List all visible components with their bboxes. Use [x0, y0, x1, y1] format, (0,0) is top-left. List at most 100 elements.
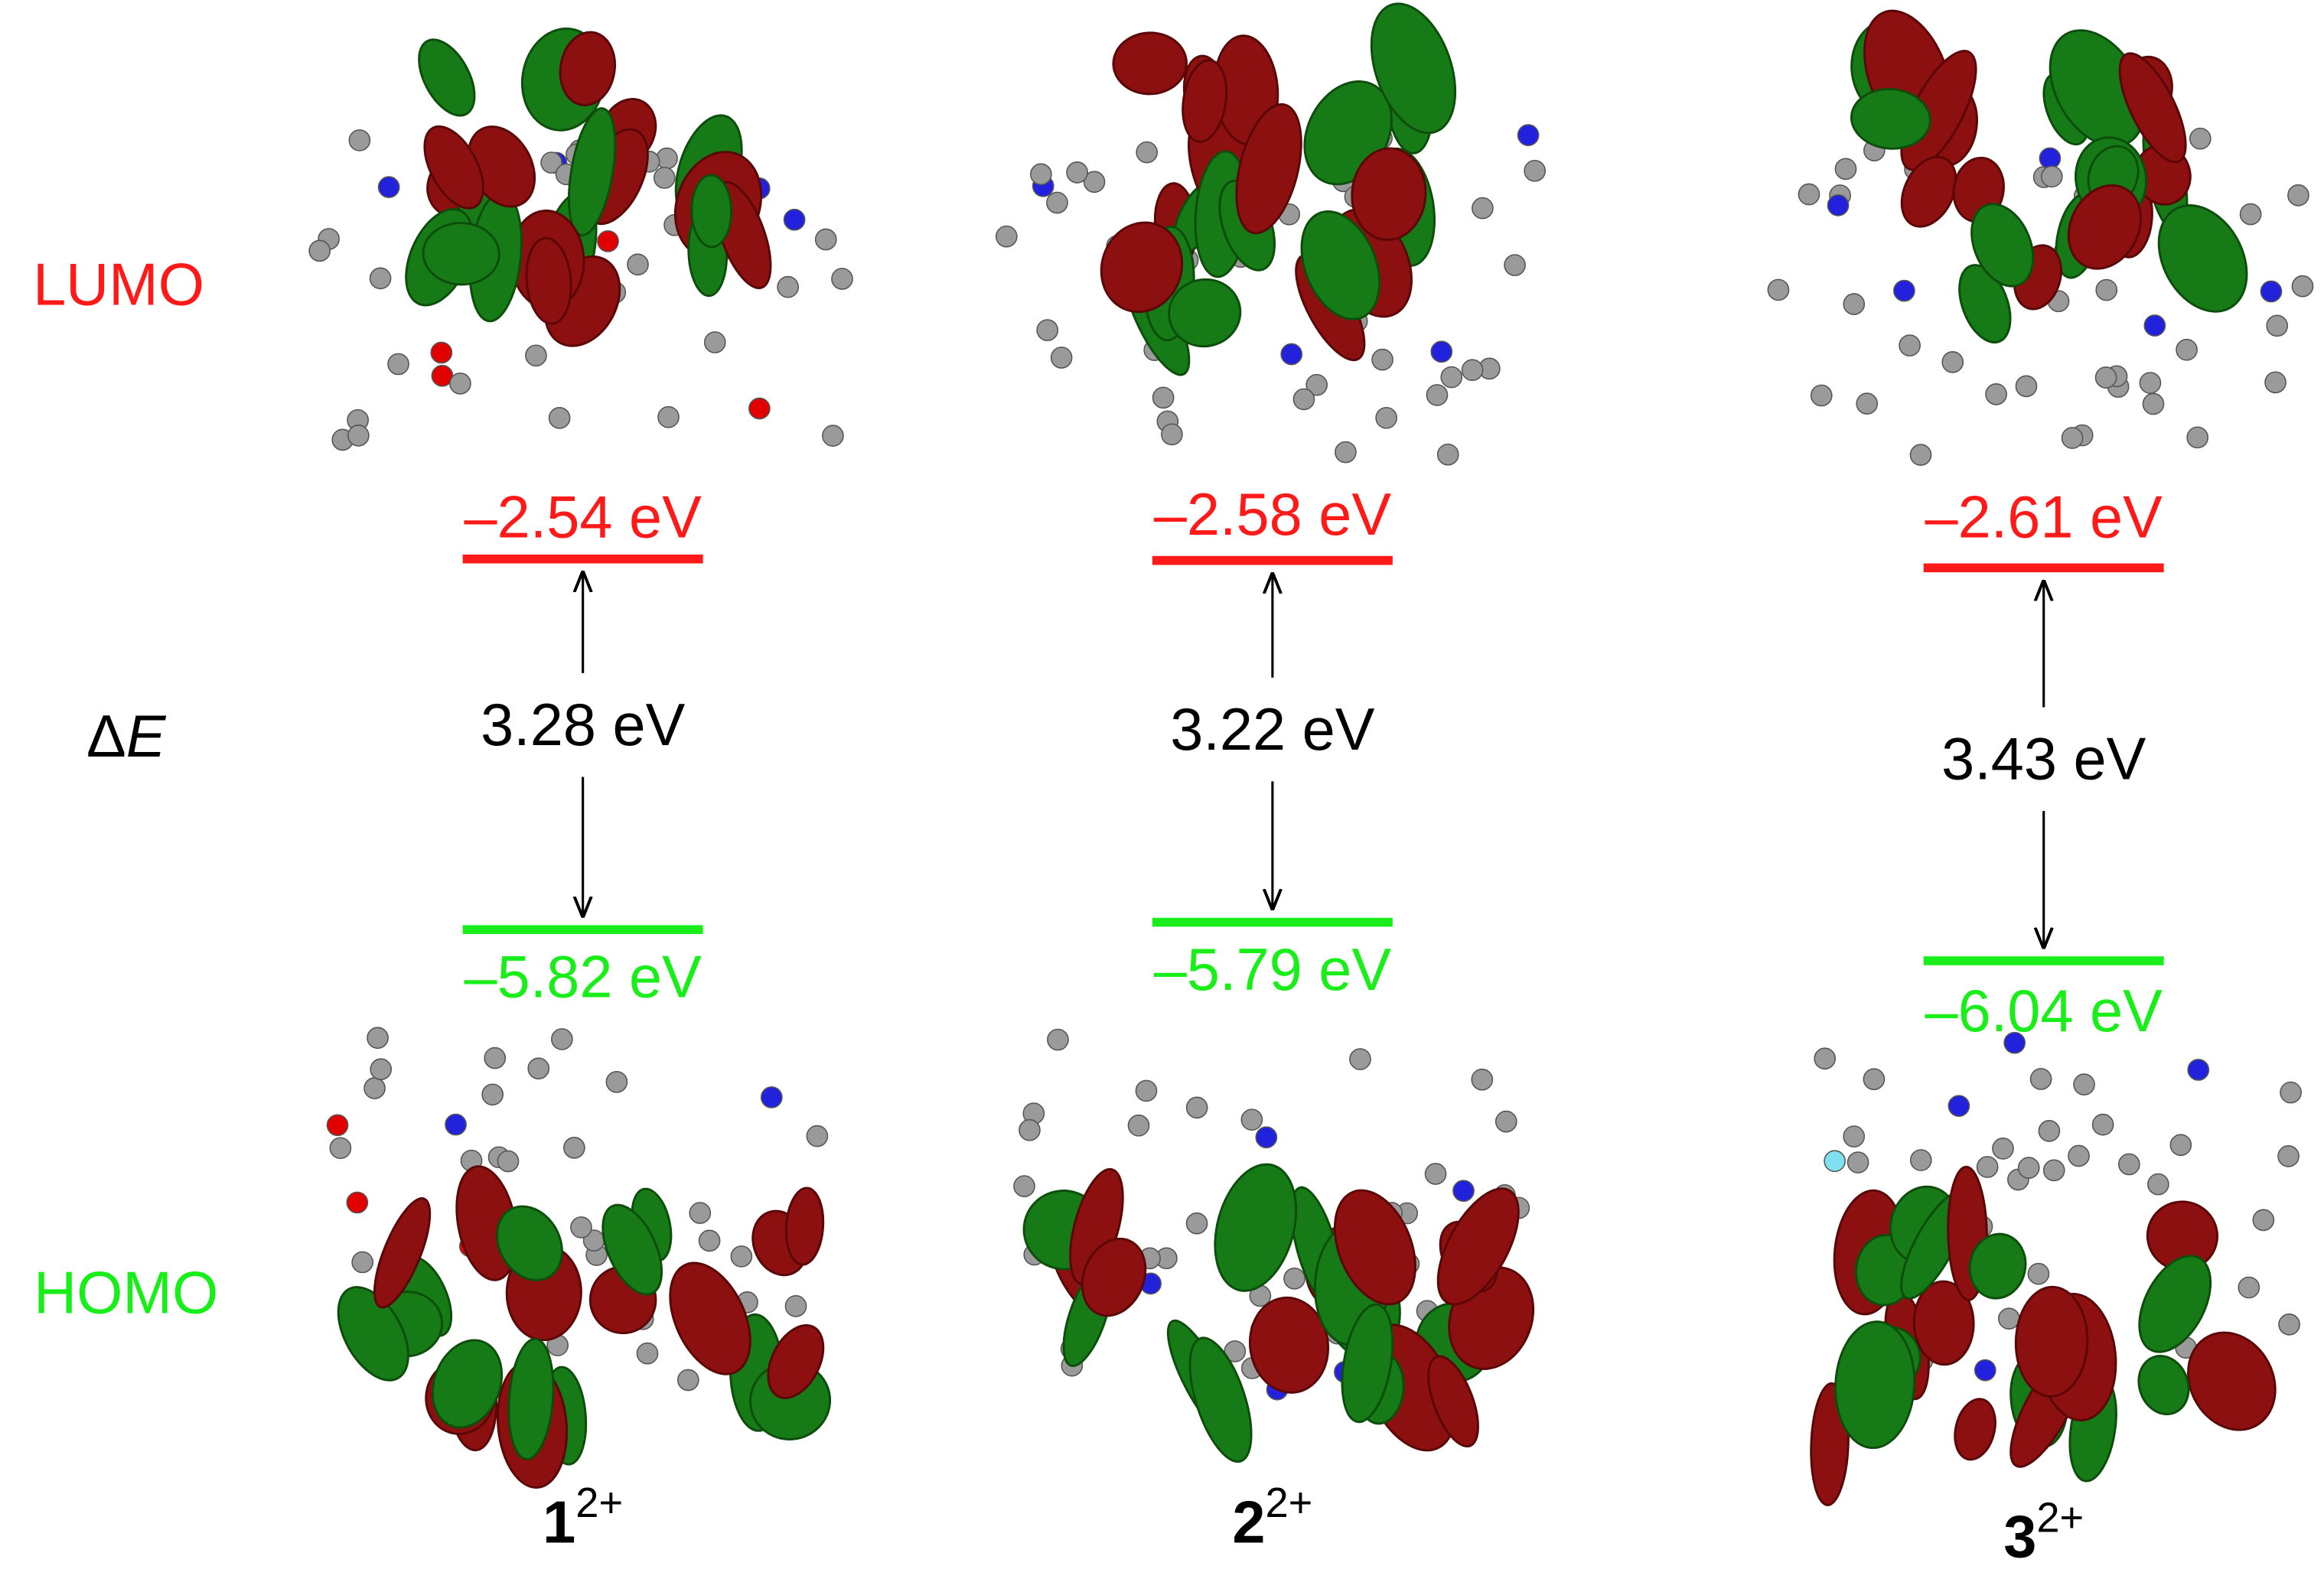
atom: [995, 225, 1018, 248]
orbital-lobe: [1341, 1303, 1394, 1424]
atom: [1985, 383, 2007, 405]
atom: [2061, 427, 2084, 449]
atom: [605, 1070, 628, 1093]
atom: [656, 147, 678, 170]
orbital-lobe: [337, 1286, 409, 1382]
orbital-lobe: [1248, 1296, 1330, 1394]
atom: [1471, 1068, 1494, 1091]
orbital-lobe: [690, 174, 733, 249]
atom: [1430, 340, 1453, 363]
atom: [703, 331, 726, 353]
atom: [2040, 165, 2063, 188]
lumo-energy: –2.58 eV: [1154, 482, 1392, 548]
atom: [1066, 161, 1088, 184]
atom: [1255, 1126, 1278, 1149]
atom: [2042, 1159, 2065, 1182]
orbital-lobe: [559, 31, 617, 107]
atom: [1047, 1028, 1069, 1051]
atom: [653, 167, 676, 189]
orbital-lobe: [525, 236, 572, 325]
atom: [1899, 334, 1921, 356]
orbital-lobe: [1168, 278, 1242, 348]
orbital-lobe: [422, 221, 500, 286]
orbital-lobe: [1300, 210, 1381, 321]
atom: [783, 208, 806, 231]
atom: [2068, 1144, 2090, 1167]
atom: [784, 1295, 807, 1317]
atom: [806, 1125, 829, 1147]
atom: [348, 129, 371, 151]
compound-charge: 2+: [575, 1480, 623, 1526]
atom: [777, 275, 800, 298]
atom: [2091, 1113, 2114, 1136]
atom: [1283, 1267, 1305, 1290]
atom: [481, 1083, 504, 1106]
compound-name: 22+: [1232, 1480, 1312, 1555]
atom: [2169, 1134, 2192, 1157]
atom: [1135, 1079, 1158, 1102]
atom: [1472, 197, 1494, 220]
orbital-lobe: [1850, 88, 1931, 150]
lumo-energy: –2.61 eV: [1925, 485, 2163, 551]
atom: [1305, 373, 1328, 396]
orbital-lobe: [1958, 264, 2012, 343]
atom: [2280, 1081, 2302, 1104]
atom: [1767, 278, 1790, 301]
atom: [346, 1191, 369, 1214]
atom: [563, 1137, 585, 1159]
homo-label: HOMO: [34, 1260, 218, 1326]
atom: [548, 407, 571, 429]
atom: [1834, 158, 1857, 181]
atom: [1185, 1096, 1208, 1119]
orbital-lobe: [669, 1261, 751, 1375]
orbital-lobe: [423, 125, 484, 210]
atom: [2277, 1145, 2300, 1167]
orbital-lobe: [1188, 1336, 1253, 1463]
atom: [1909, 444, 1932, 466]
atom: [2260, 280, 2283, 303]
atom: [449, 372, 471, 395]
atom: [677, 1369, 699, 1392]
delta-symbol: Δ: [86, 705, 126, 770]
orbital-lobe: [1370, 2, 1457, 135]
atom: [1050, 347, 1073, 369]
atom: [2017, 1157, 2040, 1179]
atom: [2003, 1031, 2026, 1054]
gap-energy: 3.43 eV: [1941, 727, 2146, 793]
orbital-lobe: [1912, 1280, 1975, 1366]
atom: [1240, 1108, 1263, 1131]
atom: [2287, 184, 2309, 207]
orbital-lobe: [1968, 1232, 2027, 1300]
atom: [1019, 1118, 1041, 1141]
atom: [1224, 1340, 1247, 1362]
gap-energy: 3.22 eV: [1170, 697, 1375, 763]
atom: [1152, 386, 1175, 409]
compound-name: 32+: [2003, 1496, 2084, 1571]
atom: [497, 1150, 520, 1173]
atom: [657, 405, 680, 428]
atom: [2029, 1068, 2052, 1090]
atom: [1909, 1149, 1932, 1171]
atom: [1452, 1180, 1475, 1203]
atom: [1280, 343, 1303, 366]
orbital-lobe: [568, 107, 617, 237]
lumo-energy: –2.54 eV: [464, 485, 702, 551]
atom: [2038, 1120, 2061, 1142]
atom: [1440, 366, 1463, 389]
atom: [2073, 1073, 2095, 1095]
atom: [2252, 1209, 2275, 1232]
atom: [831, 268, 853, 290]
atom: [2239, 203, 2262, 226]
compound-number: 1: [543, 1490, 575, 1556]
atom: [1974, 1359, 1996, 1382]
homo-energy: –6.04 eV: [1925, 978, 2163, 1044]
atom: [2015, 375, 2038, 398]
atom: [2186, 426, 2209, 449]
atom: [1013, 1175, 1035, 1197]
atom: [2264, 371, 2287, 394]
atom: [2142, 392, 2165, 415]
atom: [484, 1047, 507, 1069]
orbital-lobe: [1214, 1163, 1298, 1292]
